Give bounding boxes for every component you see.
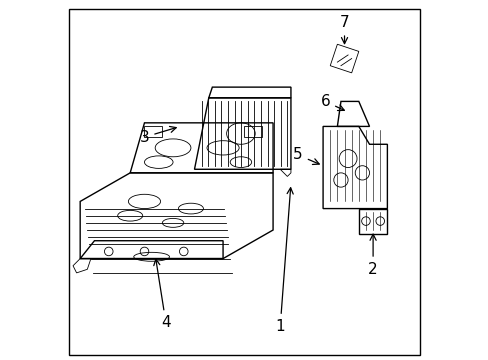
Text: 3: 3 [139,126,176,145]
Text: 1: 1 [275,188,293,334]
Text: 6: 6 [320,94,344,111]
Text: 7: 7 [339,15,348,44]
Text: 4: 4 [153,259,170,330]
Bar [144,126,162,137]
Text: 5: 5 [293,148,319,165]
Text: 2: 2 [367,234,377,277]
Bar [244,126,262,137]
